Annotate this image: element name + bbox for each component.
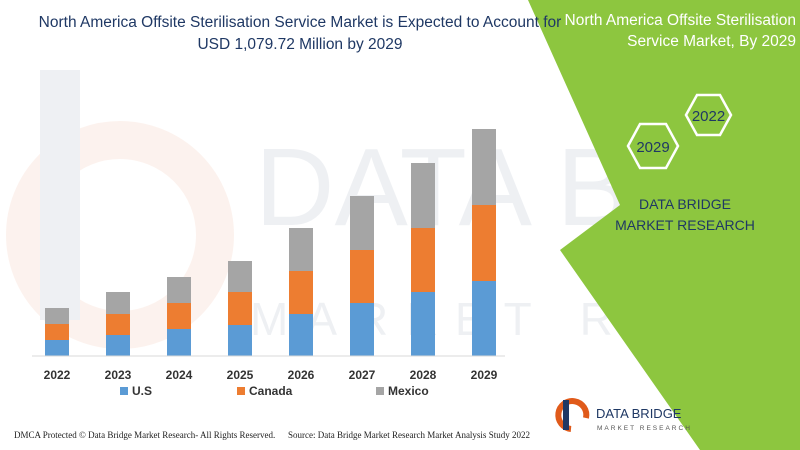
x-tick-label-2026: 2026 xyxy=(288,368,315,382)
x-tick-label-2027: 2027 xyxy=(349,368,376,382)
bar-canada-2027 xyxy=(350,250,374,303)
x-tick-label-2024: 2024 xyxy=(166,368,193,382)
x-tick-label-2022: 2022 xyxy=(44,368,71,382)
bar-us-2026 xyxy=(289,314,313,356)
side-panel-background xyxy=(528,0,800,450)
x-tick-label-2029: 2029 xyxy=(471,368,498,382)
bar-us-2023 xyxy=(106,335,130,356)
bar-canada-2024 xyxy=(167,303,191,329)
bar-mexico-2028 xyxy=(411,163,435,228)
x-tick-label-2023: 2023 xyxy=(105,368,132,382)
bar-us-2027 xyxy=(350,303,374,356)
bar-us-2022 xyxy=(45,340,69,356)
bar-mexico-2024 xyxy=(167,277,191,303)
bar-canada-2026 xyxy=(289,271,313,314)
legend-label-us: U.S xyxy=(132,384,152,398)
company-name: DATA BRIDGE MARKET RESEARCH xyxy=(615,196,755,233)
bar-mexico-2026 xyxy=(289,228,313,271)
bar-us-2024 xyxy=(167,329,191,356)
x-tick-label-2025: 2025 xyxy=(227,368,254,382)
hexagon-2022: 2022 xyxy=(684,93,733,137)
legend-label-mexico: Mexico xyxy=(388,384,429,398)
logo-name: DATA BRIDGE xyxy=(596,406,682,421)
bar-canada-2022 xyxy=(45,324,69,340)
bar-canada-2023 xyxy=(106,314,130,335)
logo-tagline: MARKET RESEARCH xyxy=(597,425,692,432)
footer-copyright: DMCA Protected © Data Bridge Market Rese… xyxy=(14,430,276,440)
legend: U.S Canada Mexico xyxy=(120,384,429,398)
bar-us-2029 xyxy=(472,281,496,356)
bar-canada-2028 xyxy=(411,228,435,292)
hexagon-label-2029: 2029 xyxy=(636,139,669,156)
side-panel-title: North America Offsite Sterilisation Serv… xyxy=(564,12,796,50)
legend-label-canada: Canada xyxy=(249,384,293,398)
bar-mexico-2023 xyxy=(106,292,130,314)
bar-us-2028 xyxy=(411,292,435,356)
chart-title: North America Offsite Sterilisation Serv… xyxy=(38,14,562,53)
bar-mexico-2029 xyxy=(472,129,496,205)
bar-mexico-2025 xyxy=(228,261,252,292)
bars-group xyxy=(45,129,496,356)
bar-mexico-2027 xyxy=(350,196,374,250)
x-tick-label-2028: 2028 xyxy=(410,368,437,382)
data-bridge-logo: DATA BRIDGE MARKET RESEARCH xyxy=(555,398,692,432)
bar-canada-2025 xyxy=(228,292,252,325)
hexagon-2029: 2029 xyxy=(626,122,680,170)
legend-swatch-us xyxy=(120,387,128,395)
bar-canada-2029 xyxy=(472,205,496,281)
x-axis-tick-labels: 2022 2023 2024 2025 2026 2027 2028 2029 xyxy=(44,368,498,382)
legend-swatch-canada xyxy=(237,387,245,395)
footer-source: Source: Data Bridge Market Research Mark… xyxy=(288,430,530,440)
legend-swatch-mexico xyxy=(376,387,384,395)
bar-us-2025 xyxy=(228,325,252,356)
logo-mark-icon xyxy=(555,398,590,432)
hexagon-label-2022: 2022 xyxy=(692,108,725,125)
bar-mexico-2022 xyxy=(45,308,69,324)
